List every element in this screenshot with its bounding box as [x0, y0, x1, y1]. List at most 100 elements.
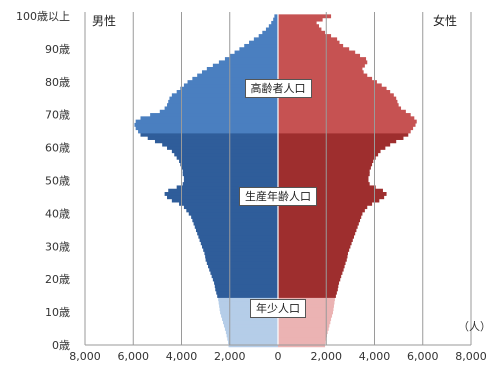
- bar-male-age-26: [205, 257, 278, 262]
- bar-female-age-18: [278, 284, 339, 289]
- y-tick-label-8: 80歳: [45, 76, 70, 89]
- bar-male-age-58: [174, 152, 278, 157]
- bar-female-age-53: [278, 168, 370, 173]
- bar-male-age-60: [167, 145, 278, 150]
- bar-female-age-16: [278, 290, 337, 295]
- bar-male-age-71: [159, 109, 278, 114]
- bar-male-age-76: [171, 93, 278, 98]
- bar-female-age-20: [278, 277, 341, 282]
- y-tick-label-3: 30歳: [45, 240, 70, 253]
- bar-female-age-28: [278, 251, 348, 256]
- bar-male-age-1: [228, 340, 278, 344]
- bar-female-age-43: [278, 201, 373, 206]
- bar-male-age-40: [188, 211, 278, 216]
- bar-male-age-84: [206, 66, 278, 71]
- bar-male-age-21: [211, 274, 278, 279]
- bar-female-age-57: [278, 155, 376, 160]
- bar-male-age-9: [221, 313, 278, 318]
- bar-female-age-65: [278, 129, 411, 134]
- x-tick-label-8: 8,000: [455, 350, 487, 363]
- bar-male-age-74: [168, 99, 278, 104]
- bar-male-age-69: [140, 116, 278, 121]
- bar-female-age-8: [278, 317, 332, 321]
- bar-female-age-24: [278, 264, 345, 269]
- bar-female-age-88: [278, 53, 361, 58]
- bar-female-age-13: [278, 300, 335, 305]
- bar-male-age-86: [218, 60, 278, 65]
- bar-female-age-47: [278, 188, 383, 193]
- bar-female-age-45: [278, 195, 385, 200]
- bar-male-age-36: [194, 224, 278, 229]
- bar-male-age-85: [212, 63, 278, 68]
- bar-female-age-58: [278, 152, 379, 157]
- bar-female-age-66: [278, 126, 414, 131]
- bar-female-age-7: [278, 320, 331, 325]
- y-tick-label-5: 50歳: [45, 175, 70, 188]
- bar-male-age-34: [197, 231, 278, 236]
- bar-female-age-32: [278, 238, 353, 242]
- bar-male-age-72: [164, 106, 278, 111]
- bar-male-age-35: [195, 228, 278, 233]
- bar-male-age-12: [219, 303, 278, 308]
- bar-male-age-44: [171, 198, 278, 203]
- bar-male-age-6: [223, 323, 278, 328]
- bar-female-age-62: [278, 139, 397, 144]
- bar-male-age-38: [192, 218, 278, 223]
- bar-female-age-96: [278, 27, 322, 32]
- bar-female-age-78: [278, 86, 387, 91]
- bar-male-age-48: [176, 185, 278, 190]
- bar-male-age-90: [239, 47, 278, 52]
- bar-male-age-32: [199, 238, 278, 242]
- y-tick-label-2: 20歳: [45, 273, 70, 286]
- bar-female-age-68: [278, 119, 417, 124]
- bar-male-age-57: [176, 155, 278, 160]
- bar-female-age-41: [278, 208, 365, 213]
- bar-female-age-60: [278, 145, 386, 150]
- bar-male-age-87: [224, 57, 278, 62]
- bar-female-age-67: [278, 122, 416, 127]
- bar-female-age-80: [278, 80, 377, 85]
- x-tick-label-1: 6,000: [118, 350, 150, 363]
- bar-male-age-89: [234, 50, 278, 55]
- bar-female-age-37: [278, 221, 359, 226]
- bar-male-age-91: [244, 43, 278, 48]
- bar-male-age-27: [205, 254, 278, 259]
- bar-male-age-28: [204, 251, 278, 256]
- bar-female-age-86: [278, 60, 368, 65]
- bar-female-age-69: [278, 116, 415, 121]
- x-tick-label-3: 2,000: [214, 350, 246, 363]
- bar-male-age-39: [191, 215, 278, 219]
- bar-female-age-5: [278, 326, 329, 331]
- bar-male-age-43: [179, 201, 278, 206]
- bar-female-age-26: [278, 257, 347, 262]
- x-tick-label-5: 2,000: [311, 350, 343, 363]
- bar-female-age-73: [278, 103, 399, 108]
- bar-female-age-95: [278, 30, 326, 35]
- y-tick-label-1: 10歳: [45, 306, 70, 319]
- y-tick-labels: 0歳 10歳 20歳 30歳 40歳 50歳 60歳 70歳 80歳 90歳 100歳以上: [16, 10, 70, 352]
- bar-female-age-50: [278, 178, 369, 183]
- bar-female-age-59: [278, 149, 381, 154]
- bar-male-age-65: [138, 129, 278, 134]
- bar-male-age-80: [187, 80, 278, 85]
- bar-female-age-91: [278, 43, 344, 48]
- bar-female-age-70: [278, 113, 411, 117]
- bar-male-age-50: [183, 178, 278, 183]
- bar-female-age-34: [278, 231, 356, 236]
- bar-male-age-5: [224, 326, 278, 331]
- bar-male-age-75: [169, 96, 278, 101]
- bar-male-age-51: [183, 175, 278, 180]
- bar-male-age-94: [258, 34, 278, 38]
- bar-male-age-61: [162, 142, 278, 147]
- bar-male-age-98: [271, 20, 278, 25]
- bar-female-age-49: [278, 182, 370, 187]
- bar-male-age-77: [176, 90, 278, 94]
- bar-male-age-29: [203, 247, 278, 252]
- bar-male-age-10: [220, 310, 278, 315]
- bar-male-age-73: [167, 103, 278, 108]
- bar-female-age-2: [278, 336, 327, 341]
- bar-female-age-22: [278, 270, 343, 275]
- bar-male-age-31: [200, 241, 278, 246]
- bar-male-age-18: [214, 284, 278, 289]
- bar-male-age-3: [226, 333, 278, 338]
